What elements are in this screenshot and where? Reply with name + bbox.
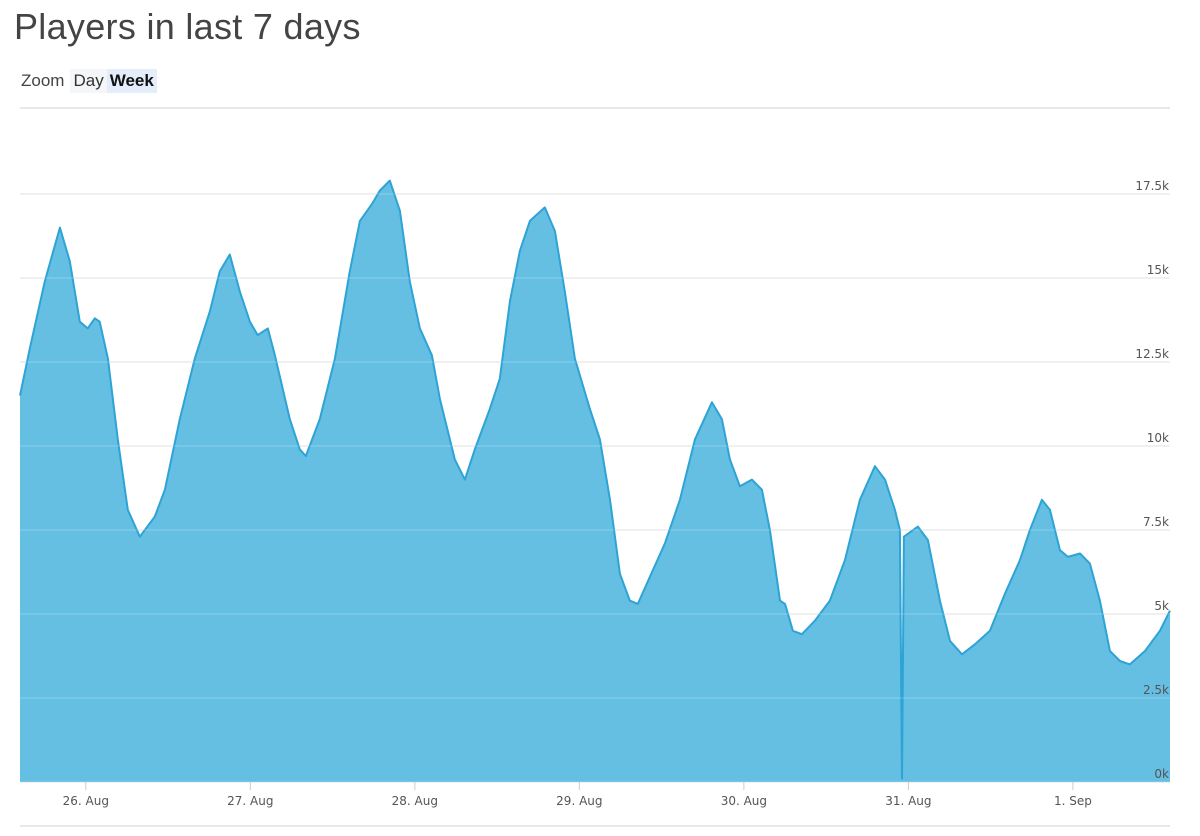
y-tick-label: 17.5k	[1135, 179, 1169, 193]
y-tick-label: 10k	[1147, 431, 1169, 445]
page-title: Players in last 7 days	[14, 6, 361, 47]
zoom-day-button[interactable]: Day	[70, 69, 107, 93]
series-line	[19, 179, 1171, 780]
x-tick-label: 27. Aug	[227, 794, 273, 808]
zoom-label: Zoom	[21, 71, 65, 90]
x-tick-label: 1. Sep	[1054, 794, 1092, 808]
y-tick-label: 5k	[1154, 599, 1169, 613]
y-tick-label: 7.5k	[1143, 515, 1169, 529]
x-tick-label: 31. Aug	[885, 794, 931, 808]
x-tick-label: 28. Aug	[392, 794, 438, 808]
zoom-controls: Zoom Day Week	[21, 69, 157, 93]
x-tick-label: 29. Aug	[556, 794, 602, 808]
y-tick-label: 2.5k	[1143, 683, 1169, 697]
x-tick-label: 26. Aug	[63, 794, 109, 808]
zoom-week-button[interactable]: Week	[106, 69, 157, 93]
area-fill	[20, 180, 1170, 783]
x-tick-label: 30. Aug	[721, 794, 767, 808]
y-tick-label: 0k	[1154, 767, 1169, 781]
y-tick-label: 15k	[1147, 263, 1169, 277]
y-tick-label: 12.5k	[1135, 347, 1169, 361]
